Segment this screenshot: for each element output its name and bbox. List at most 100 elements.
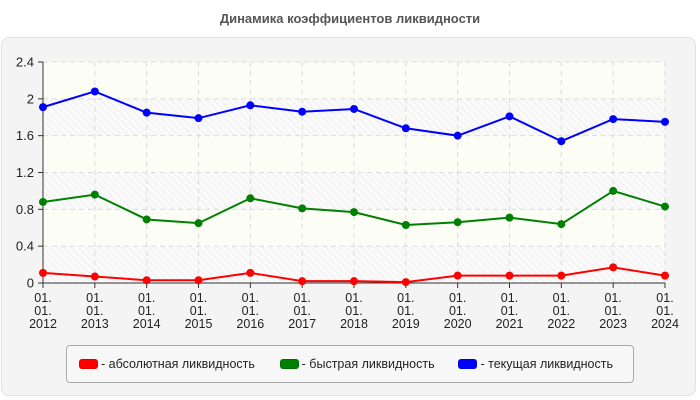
data-point[interactable] — [609, 115, 618, 124]
data-point[interactable] — [39, 268, 47, 277]
y-tick-label: 1.2 — [16, 165, 34, 180]
data-point[interactable] — [246, 268, 255, 277]
series-0 — [39, 263, 669, 287]
data-point[interactable] — [194, 219, 203, 228]
legend-swatch-red — [79, 359, 98, 369]
legend-item-quick[interactable]: - быстрая ликвидность — [279, 357, 459, 371]
data-point[interactable] — [401, 220, 410, 229]
data-point[interactable] — [350, 277, 358, 286]
data-point[interactable] — [142, 108, 151, 117]
data-point[interactable] — [453, 271, 462, 280]
x-tick-label: 01. — [293, 304, 310, 318]
x-tick-label: 01. — [242, 291, 259, 305]
data-point[interactable] — [609, 263, 618, 272]
y-axis-labels: 0 0.4 0.8 1.2 1.6 2 2.4 — [16, 55, 34, 291]
data-point[interactable] — [505, 112, 514, 121]
x-tick-label: 01. — [397, 291, 414, 305]
x-tick-label: 01. — [293, 291, 310, 305]
x-tick-label: 01. — [553, 291, 570, 305]
x-tick-label: 01. — [242, 304, 259, 318]
legend-swatch-blue — [458, 359, 478, 369]
legend-label: - абсолютная ликвидность — [101, 357, 255, 371]
x-tick-label: 2021 — [496, 317, 524, 331]
x-tick-label: 01. — [604, 304, 621, 318]
data-point[interactable] — [194, 114, 203, 123]
data-point[interactable] — [298, 204, 307, 213]
x-tick-label: 01. — [656, 304, 673, 318]
x-tick-label: 2012 — [29, 317, 57, 331]
x-tick-label: 2016 — [236, 317, 264, 331]
x-tick-label: 01. — [553, 304, 570, 318]
data-point[interactable] — [246, 194, 255, 203]
legend-label: - текущая ликвидность — [480, 357, 613, 371]
x-tick-label: 01. — [501, 291, 518, 305]
y-tick-label: 2.4 — [16, 55, 34, 70]
data-point[interactable] — [246, 101, 255, 110]
legend-swatch-green — [279, 359, 299, 369]
data-point[interactable] — [505, 213, 514, 222]
gridlines — [43, 61, 666, 283]
data-point[interactable] — [39, 197, 47, 206]
data-point[interactable] — [298, 277, 307, 286]
x-tick-label: 01. — [190, 304, 207, 318]
data-point[interactable] — [557, 271, 566, 280]
data-point[interactable] — [90, 87, 99, 96]
legend: - абсолютная ликвидность - быстрая ликви… — [66, 345, 634, 383]
y-tick-label: 2 — [27, 91, 34, 106]
data-point[interactable] — [350, 208, 358, 217]
x-tick-label: 01. — [34, 291, 51, 305]
x-tick-label: 01. — [449, 291, 466, 305]
x-tick-label: 01. — [345, 291, 362, 305]
series-2 — [39, 87, 669, 146]
x-tick-label: 2024 — [651, 317, 679, 331]
legend-item-absolute[interactable]: - абсолютная ликвидность — [79, 357, 280, 371]
data-point[interactable] — [401, 278, 410, 287]
x-tick-label: 01. — [34, 304, 51, 318]
y-tick-label: 0 — [27, 276, 34, 291]
x-tick-label: 01. — [604, 291, 621, 305]
data-point[interactable] — [142, 276, 151, 285]
data-point[interactable] — [609, 186, 618, 195]
data-point[interactable] — [401, 124, 410, 133]
x-tick-label: 2020 — [444, 317, 472, 331]
data-point[interactable] — [142, 215, 151, 224]
x-tick-label: 01. — [190, 291, 207, 305]
x-tick-label: 01. — [86, 304, 103, 318]
data-point[interactable] — [661, 202, 669, 211]
x-tick-label: 01. — [397, 304, 414, 318]
data-point[interactable] — [90, 190, 99, 199]
x-axis-labels: 01.01.201201.01.201301.01.201401.01.2015… — [29, 291, 679, 331]
series-1 — [39, 186, 669, 229]
x-tick-label: 01. — [449, 304, 466, 318]
data-point[interactable] — [557, 220, 566, 229]
x-tick-label: 01. — [656, 291, 673, 305]
data-point[interactable] — [661, 117, 669, 126]
data-point[interactable] — [661, 271, 669, 280]
x-tick-label: 2014 — [133, 317, 161, 331]
data-series — [39, 87, 669, 287]
data-point[interactable] — [90, 272, 99, 281]
data-point[interactable] — [298, 107, 307, 116]
legend-item-current[interactable]: - текущая ликвидность — [458, 357, 613, 371]
x-tick-label: 01. — [501, 304, 518, 318]
x-tick-label: 01. — [138, 304, 155, 318]
x-tick-label: 2015 — [185, 317, 213, 331]
data-point[interactable] — [350, 104, 358, 113]
y-tick-label: 0.8 — [16, 202, 34, 217]
data-point[interactable] — [39, 103, 47, 112]
data-point[interactable] — [557, 137, 566, 146]
x-tick-label: 01. — [345, 304, 362, 318]
data-point[interactable] — [453, 131, 462, 140]
x-tick-label: 2022 — [547, 317, 575, 331]
data-point[interactable] — [194, 276, 203, 285]
x-tick-label: 2013 — [81, 317, 109, 331]
legend-label: - быстрая ликвидность — [301, 357, 435, 371]
data-point[interactable] — [505, 271, 514, 280]
data-point[interactable] — [453, 218, 462, 227]
y-tick-label: 0.4 — [16, 239, 34, 254]
chart-title: Динамика коэффициентов ликвидности — [219, 11, 481, 26]
x-tick-label: 2017 — [288, 317, 316, 331]
y-tick-label: 1.6 — [16, 128, 34, 143]
x-tick-label: 01. — [86, 291, 103, 305]
